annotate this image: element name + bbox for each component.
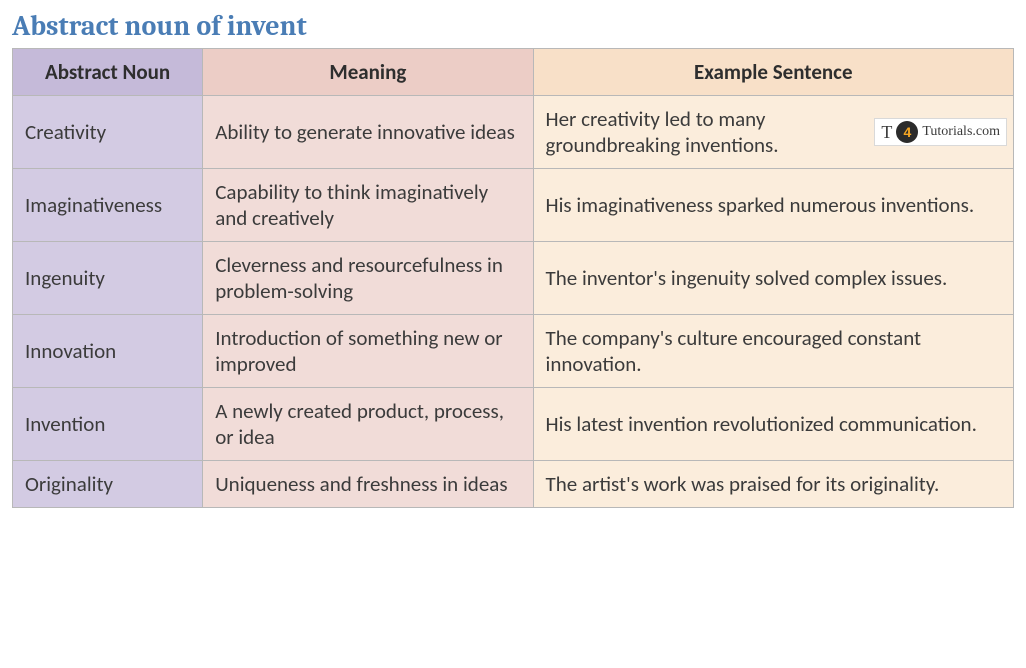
t4tutorials-logo: T4Tutorials.com <box>874 118 1007 146</box>
table-row: IngenuityCleverness and resourcefulness … <box>13 242 1014 315</box>
cell-meaning: Cleverness and resourcefulness in proble… <box>203 242 533 315</box>
logo-letter-icon: T <box>881 122 892 143</box>
header-example: Example Sentence <box>533 49 1013 96</box>
header-abstract-noun: Abstract Noun <box>13 49 203 96</box>
table-row: OriginalityUniqueness and freshness in i… <box>13 461 1014 508</box>
header-meaning: Meaning <box>203 49 533 96</box>
cell-noun: Ingenuity <box>13 242 203 315</box>
cell-noun: Imaginativeness <box>13 169 203 242</box>
cell-meaning: A newly created product, process, or ide… <box>203 388 533 461</box>
logo-number-icon: 4 <box>896 121 918 143</box>
table-row: InventionA newly created product, proces… <box>13 388 1014 461</box>
cell-example: Her creativity led to many groundbreakin… <box>533 96 1013 169</box>
table-header-row: Abstract Noun Meaning Example Sentence <box>13 49 1014 96</box>
cell-noun: Innovation <box>13 315 203 388</box>
page-title: Abstract noun of invent <box>12 10 1014 42</box>
cell-example: The company's culture encouraged constan… <box>533 315 1013 388</box>
cell-example: The inventor's ingenuity solved complex … <box>533 242 1013 315</box>
table-row: ImaginativenessCapability to think imagi… <box>13 169 1014 242</box>
table-row: CreativityAbility to generate innovative… <box>13 96 1014 169</box>
cell-noun: Creativity <box>13 96 203 169</box>
cell-meaning: Capability to think imaginatively and cr… <box>203 169 533 242</box>
logo-suffix-text: Tutorials.com <box>922 124 1000 140</box>
cell-noun: Invention <box>13 388 203 461</box>
cell-example: His latest invention revolutionized comm… <box>533 388 1013 461</box>
table-body: CreativityAbility to generate innovative… <box>13 96 1014 508</box>
abstract-noun-table: Abstract Noun Meaning Example Sentence C… <box>12 48 1014 508</box>
cell-meaning: Uniqueness and freshness in ideas <box>203 461 533 508</box>
cell-noun: Originality <box>13 461 203 508</box>
cell-example: The artist's work was praised for its or… <box>533 461 1013 508</box>
cell-example: His imaginativeness sparked numerous inv… <box>533 169 1013 242</box>
cell-meaning: Introduction of something new or improve… <box>203 315 533 388</box>
cell-meaning: Ability to generate innovative ideas <box>203 96 533 169</box>
table-row: InnovationIntroduction of something new … <box>13 315 1014 388</box>
